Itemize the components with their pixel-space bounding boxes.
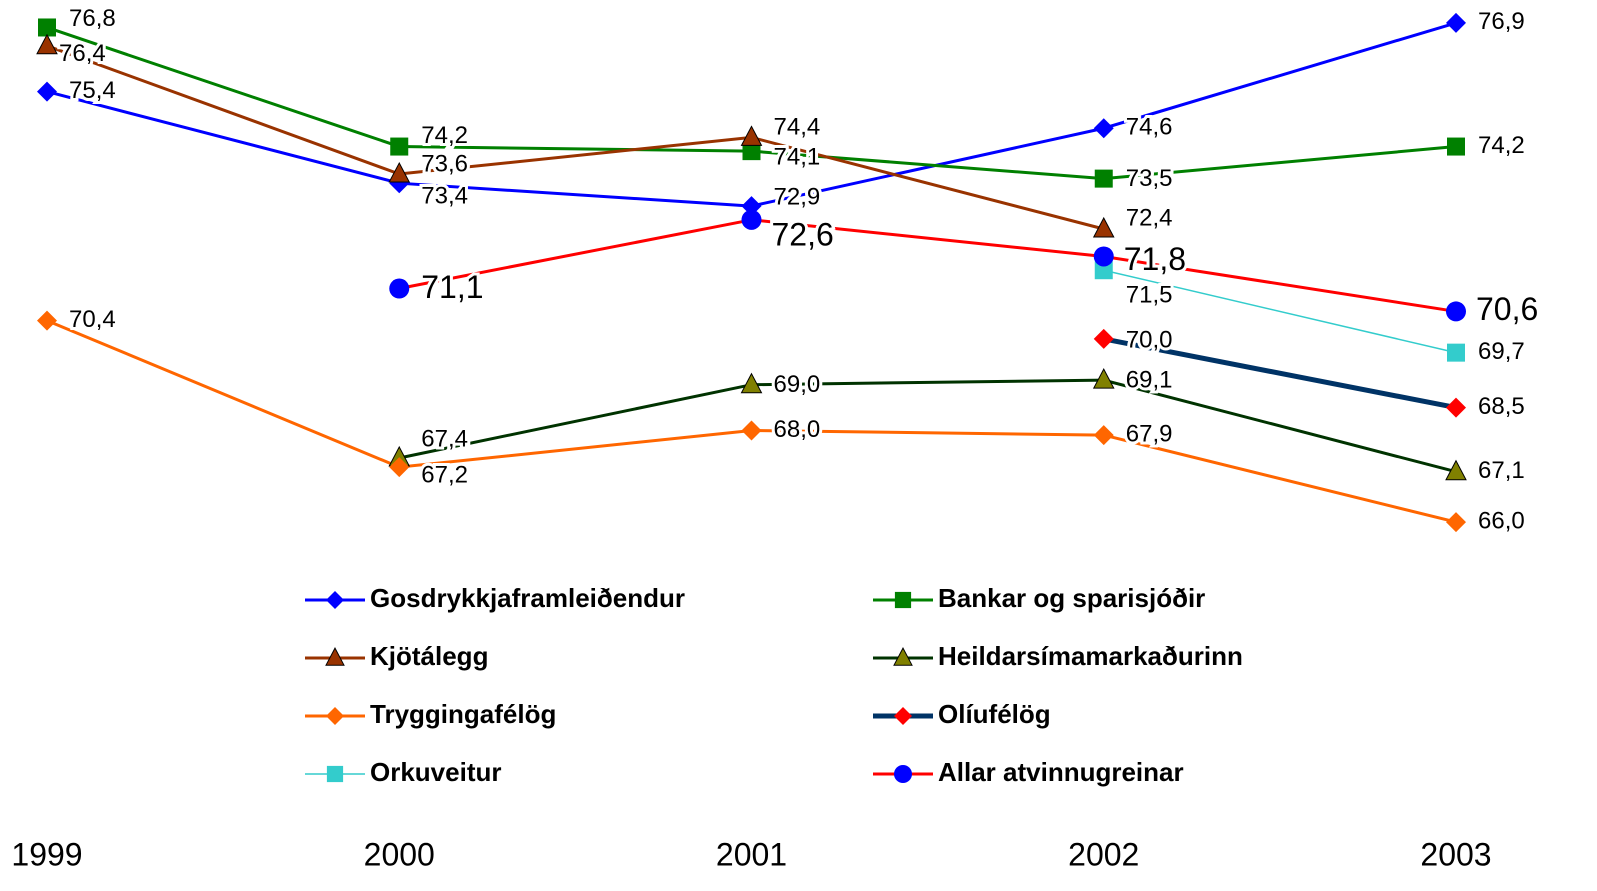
series-line: [398, 218, 1457, 313]
data-label: 71,5: [1126, 282, 1173, 309]
marker: [1092, 368, 1115, 389]
marker: [740, 125, 763, 146]
data-label: 68,5: [1478, 393, 1525, 420]
x-tick-label: 1999: [11, 836, 82, 872]
legend-label: Allar atvinnugreinar: [938, 757, 1184, 787]
legend-label: Bankar og sparisjóðir: [938, 583, 1205, 613]
data-label: 73,6: [421, 150, 468, 177]
marker: [388, 161, 411, 183]
data-label: 72,4: [1126, 204, 1173, 231]
data-label: 70,6: [1476, 291, 1538, 327]
legend-marker: [894, 765, 912, 783]
data-label: 74,2: [421, 122, 468, 149]
legend: Gosdrykkjaframleiðendur Bankar og sparisj…: [305, 583, 1243, 787]
data-label: 75,4: [69, 77, 116, 104]
data-label: 76,4: [59, 40, 106, 67]
marker: [740, 372, 763, 394]
marker: [1093, 328, 1114, 349]
x-tick-label: 2003: [1420, 836, 1491, 872]
data-label: 72,9: [774, 183, 821, 210]
x-tick-label: 2001: [716, 836, 787, 872]
marker: [37, 310, 57, 331]
marker: [1447, 137, 1465, 156]
data-label: 71,1: [421, 269, 483, 305]
data-label: 70,4: [69, 306, 116, 333]
marker: [389, 457, 410, 478]
data-label: 76,8: [69, 5, 116, 32]
marker: [1094, 169, 1113, 188]
data-label: 69,7: [1478, 338, 1525, 365]
data-label: 69,1: [1126, 366, 1173, 393]
legend-label: Olíufélög: [938, 699, 1051, 729]
data-label: 68,0: [774, 416, 821, 443]
legend-marker: [326, 707, 344, 725]
legend-label: Orkuveitur: [370, 757, 502, 787]
marker: [38, 18, 56, 37]
marker: [1094, 261, 1113, 280]
series-line: [1103, 269, 1457, 354]
series-line: [46, 44, 1105, 231]
data-label: 66,0: [1478, 507, 1525, 534]
series-line: [46, 21, 1457, 208]
legend-label: Heildarsímamarkaðurinn: [938, 641, 1243, 671]
data-label: 72,6: [772, 216, 834, 252]
series-line: [1103, 336, 1457, 411]
data-label: 67,2: [421, 461, 468, 488]
marker: [1093, 118, 1114, 139]
marker: [741, 209, 762, 230]
legend-marker: [894, 707, 912, 725]
marker: [36, 33, 58, 55]
data-label: 69,0: [774, 371, 821, 398]
marker: [741, 420, 762, 441]
data-label: 74,4: [774, 114, 821, 141]
data-label: 74,1: [774, 143, 821, 170]
data-label: 74,6: [1126, 114, 1173, 141]
marker: [742, 142, 761, 161]
marker: [1092, 216, 1115, 238]
data-label: 73,4: [421, 183, 468, 210]
legend-label: Gosdrykkjaframleiðendur: [370, 583, 685, 613]
marker: [1445, 459, 1467, 481]
data-label: 74,2: [1478, 132, 1525, 159]
marker: [1446, 12, 1466, 33]
data-label: 70,0: [1126, 326, 1173, 353]
legend-label: Kjötálegg: [370, 641, 488, 671]
data-label: 73,5: [1126, 165, 1173, 192]
marker: [1446, 512, 1466, 533]
legend-marker: [893, 647, 913, 666]
legend-marker: [894, 591, 912, 609]
marker: [1093, 246, 1114, 267]
marker: [1093, 425, 1114, 446]
series-line: [398, 378, 1457, 474]
data-label: 67,4: [421, 425, 468, 452]
marker: [37, 81, 57, 102]
legend-marker: [326, 591, 344, 609]
legend-marker: [325, 647, 345, 666]
marker: [1447, 343, 1465, 362]
legend-label: Tryggingafélög: [370, 699, 556, 729]
marker: [741, 196, 762, 217]
marker: [390, 137, 409, 156]
data-label: 67,9: [1126, 420, 1173, 447]
legend-marker: [326, 765, 344, 783]
data-label: 71,8: [1124, 241, 1186, 277]
data-label: 67,1: [1478, 457, 1525, 484]
marker: [1446, 397, 1466, 418]
marker: [389, 278, 410, 299]
x-tick-label: 2002: [1068, 836, 1139, 872]
x-tick-label: 2000: [364, 836, 435, 872]
marker: [1446, 301, 1466, 322]
data-label: 76,9: [1478, 8, 1525, 35]
